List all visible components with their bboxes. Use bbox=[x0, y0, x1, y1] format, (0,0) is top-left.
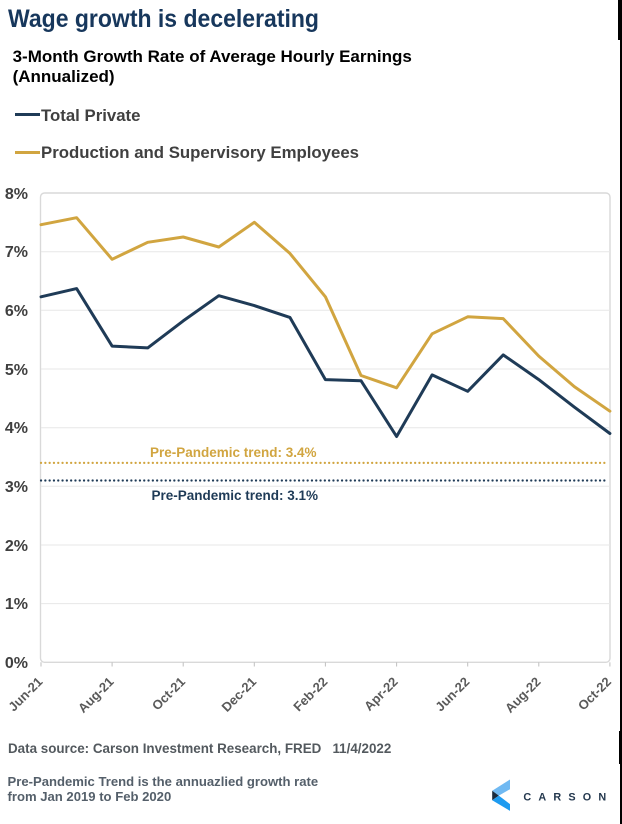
svg-text:CARSON: CARSON bbox=[523, 791, 610, 803]
